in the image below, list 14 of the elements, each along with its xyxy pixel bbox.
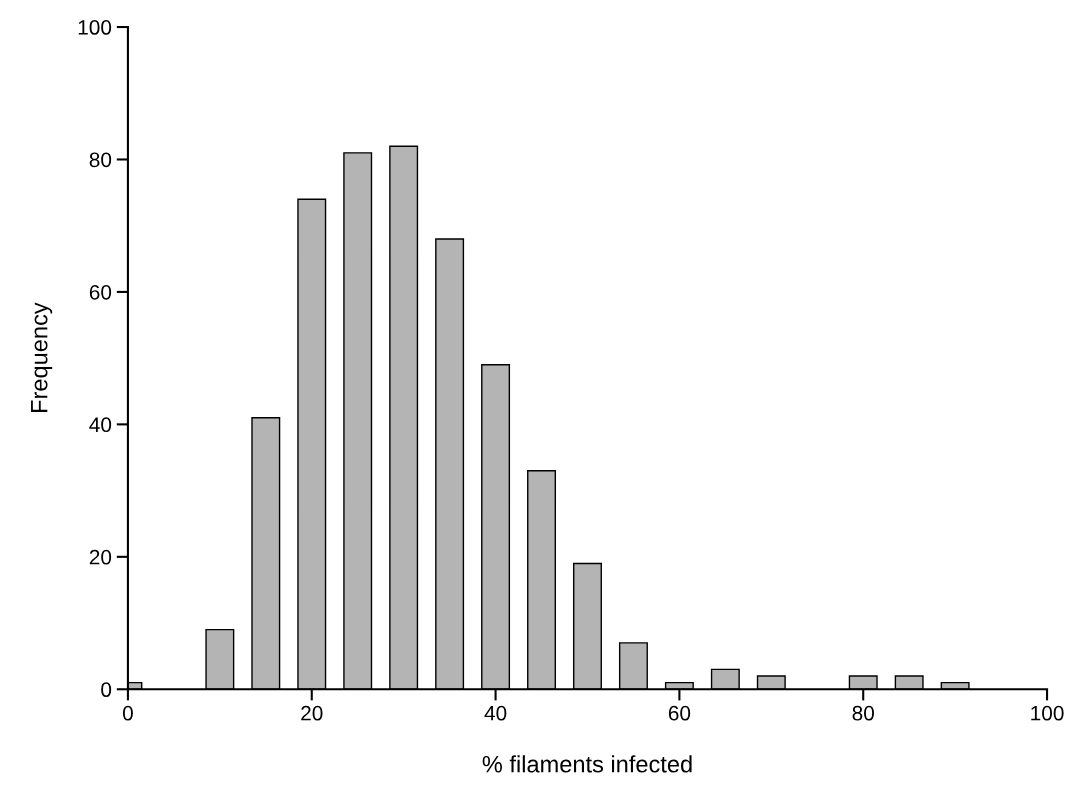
x-tick-label: 0	[122, 705, 133, 721]
y-tick-label: 0	[101, 682, 112, 698]
x-tick-label: 80	[852, 705, 874, 721]
y-tick-label: 40	[89, 417, 112, 433]
x-axis-title: % filaments infected	[482, 755, 692, 773]
y-axis-title: Frequency	[31, 302, 53, 412]
y-tick-label: 80	[89, 152, 112, 168]
x-tick-label: 60	[668, 705, 691, 721]
x-tick-label: 100	[1031, 705, 1064, 721]
y-tick-label: 20	[89, 549, 112, 565]
y-tick-label: 60	[89, 284, 112, 300]
x-tick-label: 20	[301, 705, 323, 721]
y-tick-label: 100	[78, 20, 112, 35]
x-tick-label: 40	[484, 705, 507, 721]
